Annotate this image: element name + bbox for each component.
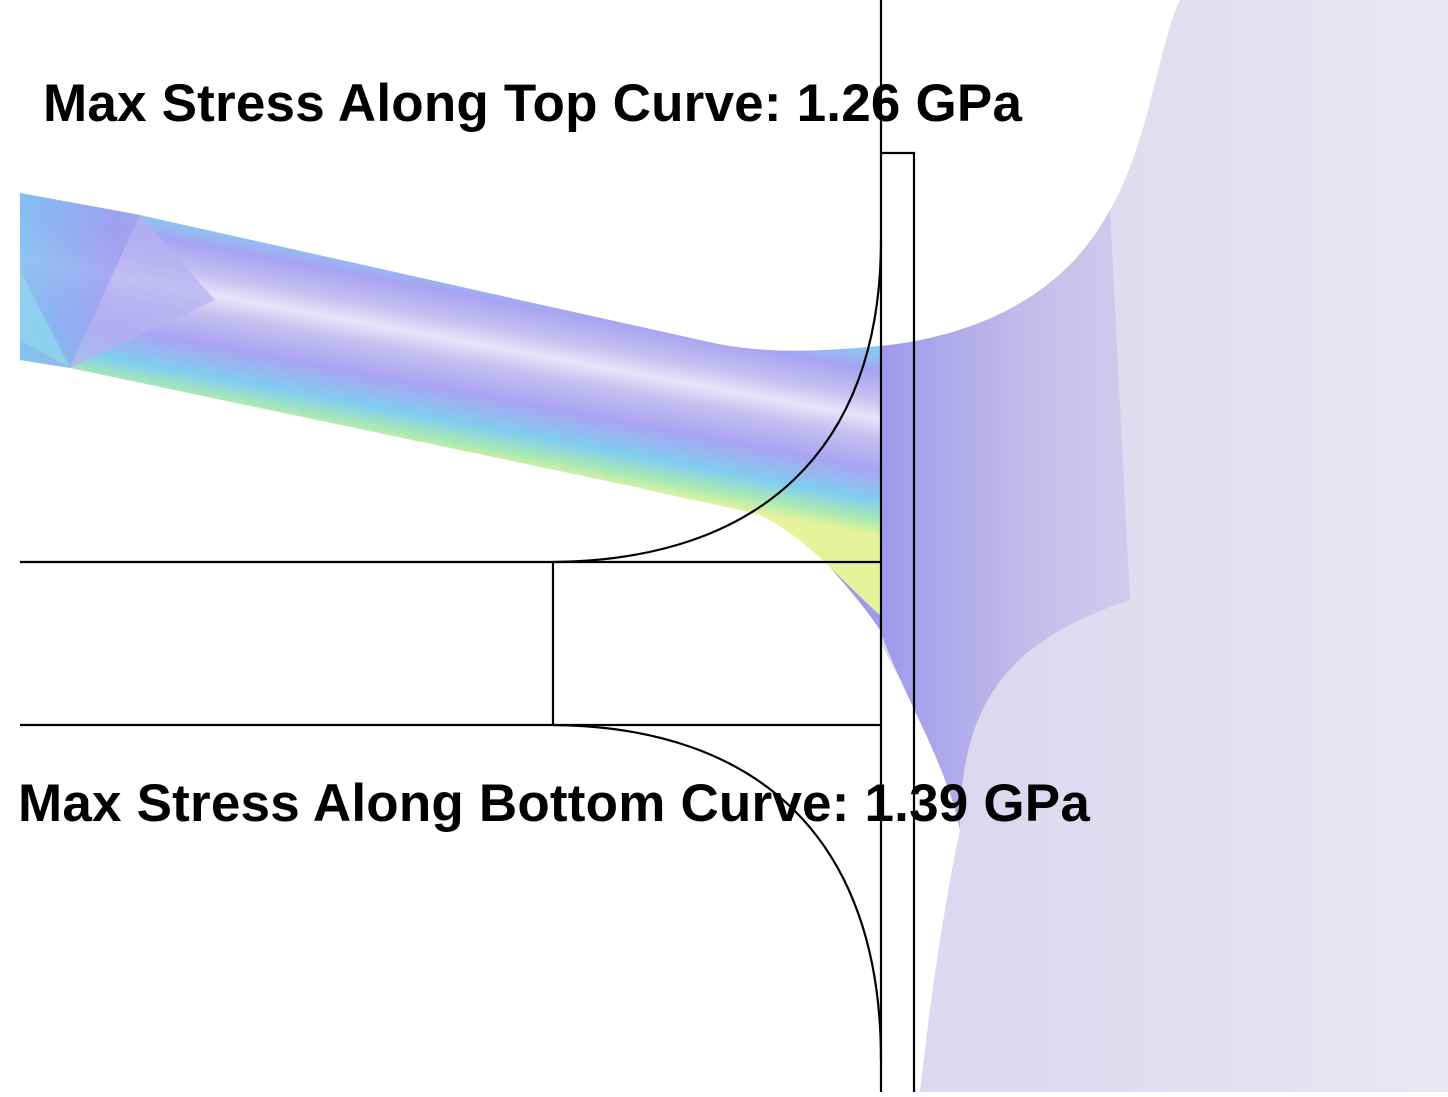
mesh-triangle-tip [20, 193, 140, 368]
top-fillet-curve [552, 239, 883, 564]
mesh-highlight [20, 270, 70, 368]
bottom-fillet-curve [552, 723, 883, 1061]
wall-plate [881, 151, 916, 1092]
beam-stress-band [20, 193, 880, 615]
bottom-curve-max-stress-label: Max Stress Along Bottom Curve: 1.39 GPa [18, 774, 1090, 833]
top-curve-max-stress-label: Max Stress Along Top Curve: 1.26 GPa [43, 74, 1023, 133]
mesh-triangle-inner [70, 215, 215, 368]
far-field-region [880, 0, 1448, 1092]
geometry-outline [20, 0, 916, 1092]
